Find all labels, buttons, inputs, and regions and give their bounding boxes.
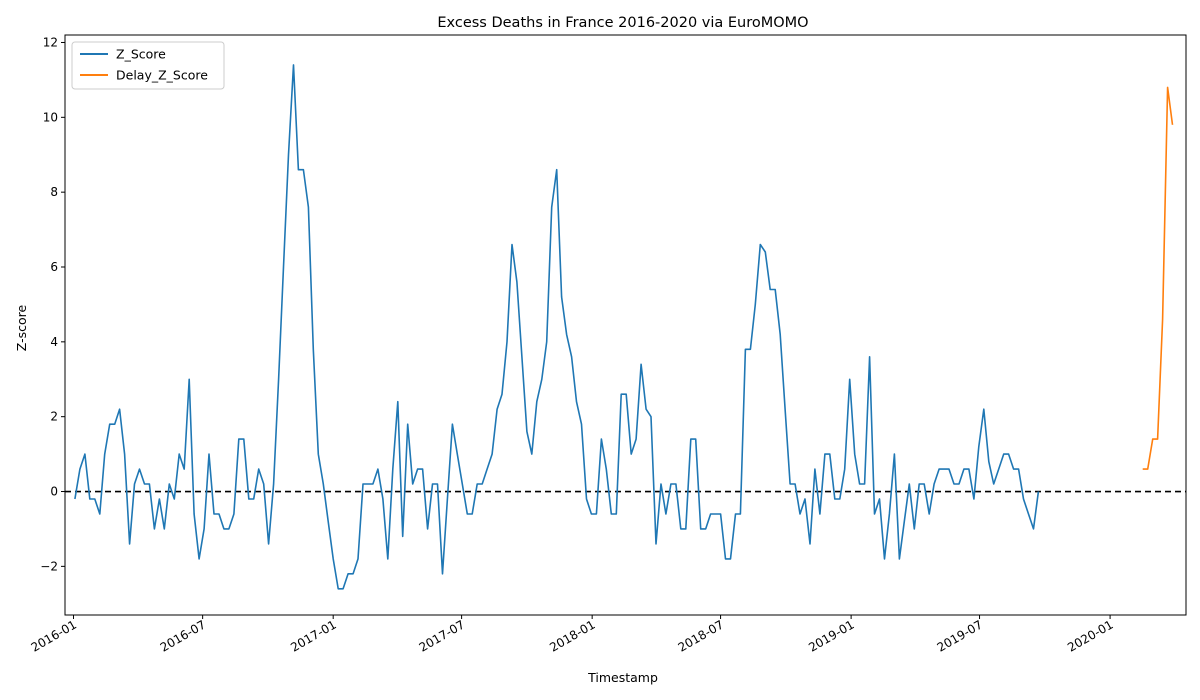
y-tick-label: −2 — [40, 559, 58, 573]
y-tick-label: 2 — [50, 410, 58, 424]
x-axis-label: Timestamp — [587, 670, 658, 685]
y-axis-label: Z-score — [14, 304, 29, 351]
y-tick-label: 4 — [50, 335, 58, 349]
y-tick-label: 8 — [50, 185, 58, 199]
y-tick-label: 6 — [50, 260, 58, 274]
legend-label: Z_Score — [116, 47, 166, 62]
axes-frame — [64, 34, 1187, 616]
y-tick-label: 10 — [43, 110, 58, 124]
y-tick-label: 0 — [50, 485, 58, 499]
legend-label: Delay_Z_Score — [116, 68, 208, 83]
series-line-z-score — [74, 64, 1040, 590]
series-line-delay-z-score — [1142, 86, 1174, 470]
chart-title: Excess Deaths in France 2016-2020 via Eu… — [437, 15, 808, 31]
legend-box — [71, 41, 225, 90]
y-tick-label: 12 — [43, 35, 58, 49]
